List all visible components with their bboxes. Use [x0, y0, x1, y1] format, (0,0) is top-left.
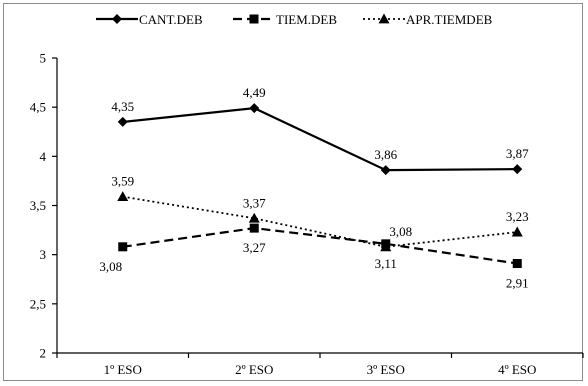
- y-tick-label: 2: [40, 346, 47, 361]
- y-tick-label: 2,5: [30, 296, 46, 311]
- legend-marker: [249, 14, 259, 24]
- y-tick-label: 4: [40, 149, 47, 164]
- data-label: 4,49: [243, 85, 266, 100]
- x-tick-label: 4º ESO: [498, 362, 536, 377]
- legend-marker: [112, 14, 122, 24]
- data-label: 4,35: [111, 99, 134, 114]
- y-tick-label: 3,5: [30, 198, 46, 213]
- x-tick-label: 2º ESO: [235, 362, 273, 377]
- legend-label: APR.TIEMDEB: [406, 12, 493, 27]
- data-label: 3,08: [389, 224, 412, 239]
- data-point: [512, 164, 523, 175]
- series-line-tiem-deb: [122, 227, 518, 265]
- chart-frame: [3, 3, 583, 381]
- data-point: [117, 116, 128, 127]
- x-tick-label: 3º ESO: [367, 362, 405, 377]
- data-label: 3,11: [375, 256, 397, 271]
- data-label: 3,86: [374, 147, 397, 162]
- series-line-cant-deb: [122, 107, 518, 172]
- data-label: 2,91: [506, 276, 529, 291]
- markers: [117, 103, 523, 269]
- data-point: [512, 259, 522, 269]
- data-point: [117, 191, 129, 202]
- data-label: 3,23: [506, 209, 529, 224]
- legend: CANT.DEB TIEM.DEB APR.TIEMDEB: [96, 12, 493, 27]
- y-tick-label: 5: [40, 51, 47, 66]
- legend-label: CANT.DEB: [139, 12, 203, 27]
- data-point: [249, 223, 259, 233]
- data-point: [380, 241, 392, 252]
- legend-marker: [378, 13, 390, 24]
- data-labels: 4,35 4,49 3,86 3,87 3,08 3,27 3,11 2,91 3,59 3,37…: [99, 85, 529, 290]
- data-point: [380, 165, 391, 176]
- data-label: 3,27: [243, 240, 266, 255]
- data-label: 3,59: [111, 174, 134, 189]
- data-point: [118, 242, 128, 252]
- legend-label: TIEM.DEB: [276, 12, 337, 27]
- series-lines: [122, 107, 518, 265]
- data-label: 3,87: [506, 146, 529, 161]
- data-point: [249, 103, 260, 114]
- series-line-apr-tiemdeb: [122, 195, 518, 248]
- data-point: [511, 226, 523, 237]
- x-tick-label: 1º ESO: [104, 362, 142, 377]
- data-label: 3,37: [243, 195, 266, 210]
- data-point: [248, 212, 260, 223]
- data-label: 3,08: [99, 259, 122, 274]
- y-tick-label: 4,5: [30, 100, 46, 115]
- axes: 2 2,5 3 3,5 4 4,5 5 1º ESO 2º ESO 3º ESO 4º ESO: [30, 51, 584, 377]
- y-tick-label: 3: [40, 247, 47, 262]
